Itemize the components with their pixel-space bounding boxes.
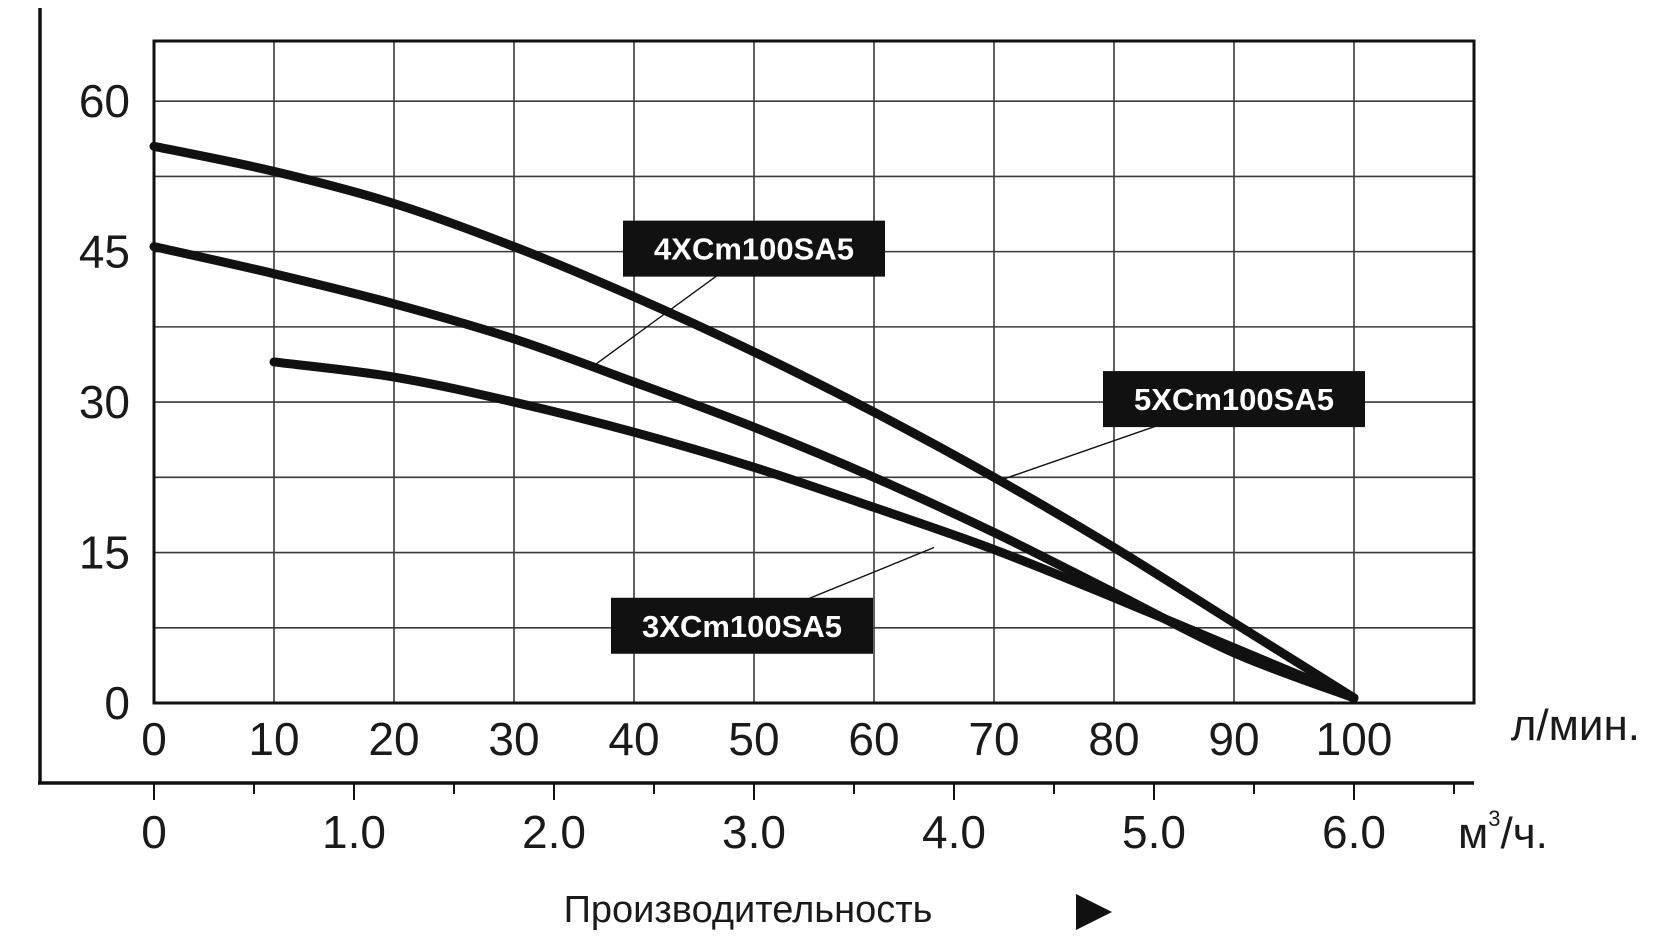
- curve-3XCm100SA5: [269, 357, 1359, 703]
- x-axis-title: Производительность: [564, 889, 933, 931]
- label-box-3XCm100SA5: [611, 597, 873, 654]
- x-tick-label: 0: [141, 713, 167, 765]
- x-tick-labels: 0 10 20 30 40 50 60 70 80 90 100: [141, 713, 1392, 765]
- curves: [149, 141, 1359, 703]
- x2-tick-label: 6.0: [1322, 806, 1386, 858]
- x-tick-label: 60: [848, 713, 899, 765]
- series-label-4XCm100SA5: 4XCm100SA5: [654, 232, 854, 267]
- x2-unit-superscript: 3: [1488, 806, 1500, 831]
- y-tick-label: 30: [79, 376, 130, 428]
- series-labels: 4XCm100SA5 5XCm100SA5 3XCm100SA5: [611, 220, 1365, 654]
- y-tick-label: 45: [79, 226, 130, 278]
- y-tick-label: 0: [104, 677, 130, 729]
- x-tick-label: 90: [1208, 713, 1259, 765]
- x2-tick-label: 3.0: [722, 806, 786, 858]
- x2-tick-label: 5.0: [1122, 806, 1186, 858]
- x2-tick-label: 1.0: [322, 806, 386, 858]
- x-tick-label: 40: [608, 713, 659, 765]
- x-axis-arrow-icon: [1076, 894, 1112, 930]
- curve-4XCm100SA5: [149, 141, 1359, 703]
- x-unit-label: л/мин.: [1511, 701, 1640, 750]
- x2-unit-base: м: [1458, 809, 1488, 858]
- x-tick-label: 70: [968, 713, 1019, 765]
- x2-unit-label: м3/ч.: [1458, 806, 1548, 858]
- label-box-5XCm100SA5: [1103, 371, 1365, 428]
- label-box-4XCm100SA5: [623, 220, 885, 277]
- y-tick-label: 60: [79, 75, 130, 127]
- x-tick-label: 30: [488, 713, 539, 765]
- x2-tick-label: 0: [141, 806, 167, 858]
- plot-frame: [38, 8, 1476, 785]
- secondary-x-axis: 0 1.0 2.0 3.0 4.0 5.0 6.0: [141, 783, 1455, 858]
- x-tick-label: 10: [248, 713, 299, 765]
- series-label-3XCm100SA5: 3XCm100SA5: [642, 609, 842, 644]
- plot-border: [152, 39, 1476, 705]
- x-tick-label: 20: [368, 713, 419, 765]
- x2-tick-label: 4.0: [922, 806, 986, 858]
- x2-tick-label: 2.0: [522, 806, 586, 858]
- series-label-5XCm100SA5: 5XCm100SA5: [1134, 382, 1334, 417]
- y-tick-label: 15: [79, 527, 130, 579]
- y-tick-labels: 0 15 30 45 60: [79, 75, 130, 729]
- x-tick-label: 100: [1316, 713, 1393, 765]
- x-tick-label: 80: [1088, 713, 1139, 765]
- x-tick-label: 50: [728, 713, 779, 765]
- x2-unit-tail: /ч.: [1501, 809, 1548, 858]
